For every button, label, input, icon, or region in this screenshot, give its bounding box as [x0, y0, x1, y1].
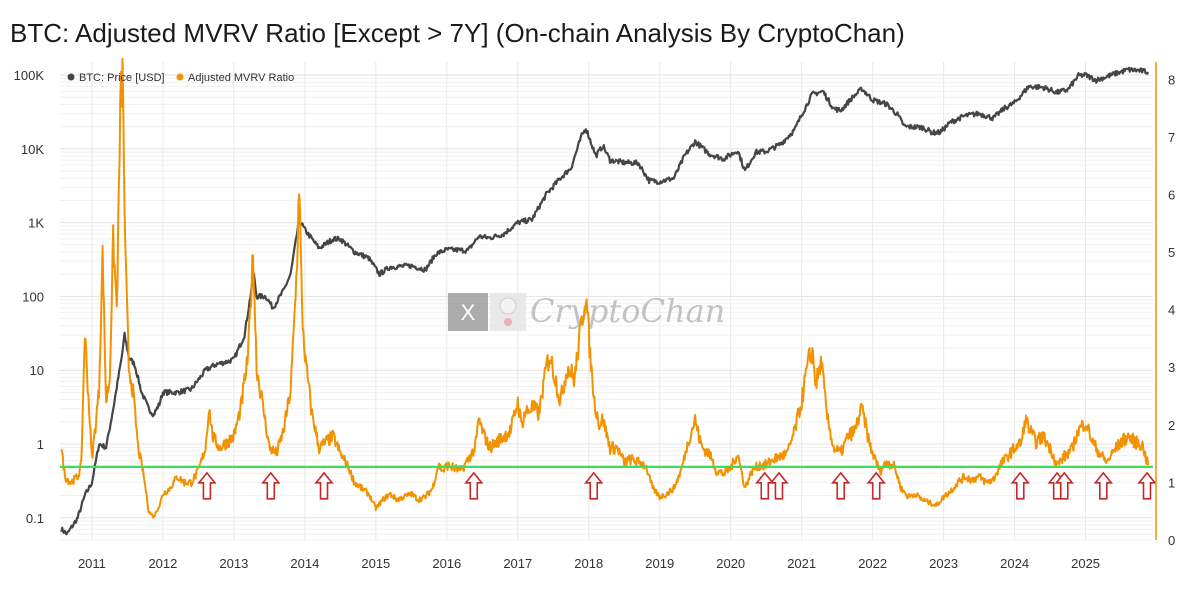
avatar-head: [499, 297, 517, 315]
x-tick-label: 2018: [574, 556, 603, 571]
x-tick-label: 2012: [148, 556, 177, 571]
up-arrow-icon: [1137, 471, 1157, 500]
up-arrow-icon: [314, 471, 334, 500]
up-arrow-icon: [1054, 471, 1074, 500]
up-arrow-icon: [1010, 471, 1030, 500]
mvrv-series-line: [60, 57, 1149, 519]
x-tick-label: 2024: [1000, 556, 1029, 571]
watermark-x-badge: [448, 293, 488, 331]
x-tick-label: 2025: [1071, 556, 1100, 571]
right-tick-label: 8: [1168, 72, 1175, 87]
legend-mvrv-marker: [176, 73, 184, 81]
x-logo-icon: X: [461, 300, 476, 325]
x-axis: 2011 2012 2013 2014 2015 2016 2017 2018 2019 2020…: [78, 556, 1100, 571]
x-tick-label: 2022: [858, 556, 887, 571]
left-tick-label: 0.1: [26, 511, 44, 526]
left-tick-label: 100: [22, 289, 44, 304]
right-tick-label: 0: [1168, 533, 1175, 548]
avatar-accent: [504, 318, 512, 326]
right-tick-label: 6: [1168, 187, 1175, 202]
up-arrow-icon: [1093, 471, 1113, 500]
left-tick-label: 1: [37, 437, 44, 452]
up-arrow-icon: [197, 471, 217, 500]
watermark: X CryptoChan: [448, 292, 725, 331]
legend: BTC: Price [USD] Adjusted MVRV Ratio: [67, 72, 294, 84]
watermark-text: CryptoChan: [530, 292, 725, 330]
legend-mvrv-label: Adjusted MVRV Ratio: [188, 72, 294, 84]
right-tick-label: 5: [1168, 245, 1175, 260]
chart-title: BTC: Adjusted MVRV Ratio [Except > 7Y] (…: [10, 18, 905, 48]
arrow-markers: [197, 471, 1157, 500]
right-axis: 8 7 6 5 4 3 2 1 0: [1168, 72, 1175, 548]
legend-price-marker: [67, 73, 75, 81]
right-tick-label: 3: [1168, 360, 1175, 375]
x-tick-label: 2023: [929, 556, 958, 571]
x-tick-label: 2014: [290, 556, 319, 571]
left-axis: 100K 10K 1K 100 10 1 0.1: [14, 68, 45, 526]
up-arrow-icon: [769, 471, 789, 500]
up-arrow-icon: [831, 471, 851, 500]
x-tick-label: 2017: [503, 556, 532, 571]
x-tick-label: 2019: [645, 556, 674, 571]
legend-price-label: BTC: Price [USD]: [79, 72, 165, 84]
price-series-line: [60, 66, 1150, 536]
up-arrow-icon: [866, 471, 886, 500]
x-tick-label: 2011: [78, 556, 106, 571]
right-tick-label: 2: [1168, 418, 1175, 433]
right-tick-label: 4: [1168, 303, 1175, 318]
x-tick-label: 2016: [432, 556, 461, 571]
right-tick-label: 7: [1168, 130, 1175, 145]
x-tick-label: 2020: [716, 556, 745, 571]
up-arrow-icon: [584, 471, 604, 500]
up-arrow-icon: [464, 471, 484, 500]
x-tick-label: 2015: [361, 556, 390, 571]
x-tick-label: 2021: [787, 556, 816, 571]
left-tick-label: 10K: [21, 142, 44, 157]
x-tick-label: 2013: [219, 556, 248, 571]
left-tick-label: 1K: [28, 216, 44, 231]
left-tick-label: 10: [30, 363, 44, 378]
up-arrow-icon: [261, 471, 281, 500]
up-arrow-icon: [755, 471, 775, 500]
right-tick-label: 1: [1168, 475, 1175, 490]
left-tick-label: 100K: [14, 68, 45, 83]
